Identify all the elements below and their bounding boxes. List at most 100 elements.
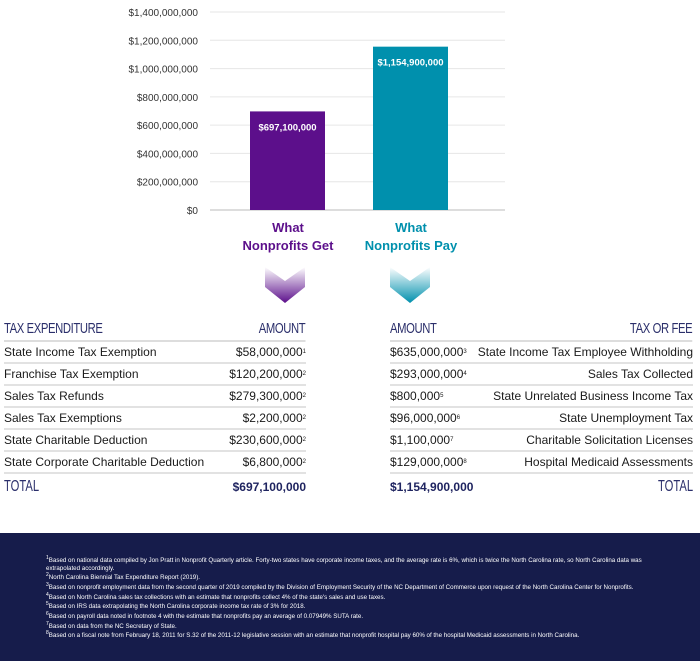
table-row: $800,0005 State Unrelated Business Income… <box>390 386 693 408</box>
table-row: $635,000,0003 State Income Tax Employee W… <box>390 342 693 364</box>
row-name: State Charitable Deduction <box>4 433 148 447</box>
footnote-number: 3 <box>46 581 49 588</box>
row-name: Sales Tax Exemptions <box>4 411 122 425</box>
row-name: Franchise Tax Exemption <box>4 367 139 381</box>
table-row: $293,000,0004 Sales Tax Collected <box>390 364 693 386</box>
table-row: State Charitable Deduction $230,600,0002 <box>4 430 306 452</box>
footnote-ref: 5 <box>440 393 444 399</box>
footnote-number: 1 <box>46 555 49 561</box>
footnote-ref: 2 <box>302 415 306 421</box>
y-tick-label: $1,400,000,000 <box>128 8 198 19</box>
tax-expenditure-table: TAX EXPENDITURE AMOUNT State Income Tax E… <box>4 320 306 498</box>
y-tick-label: $0 <box>187 206 199 217</box>
bar <box>250 111 325 210</box>
footnote-ref: 3 <box>463 349 467 355</box>
footnote-ref: 8 <box>463 459 467 465</box>
footnote: 1Based on national data compiled by Jon … <box>46 555 656 572</box>
footnote-ref: 2 <box>302 459 306 465</box>
amount-value: $635,000,000 <box>390 345 464 359</box>
row-amount: $293,000,0004 <box>390 365 467 383</box>
footnote: 7Based on data from the NC Secretary of … <box>46 621 656 631</box>
footnote-text: North Carolina Biennial Tax Expenditure … <box>48 574 200 582</box>
footnote-ref: 2 <box>302 393 306 399</box>
table-row: Franchise Tax Exemption $120,200,0002 <box>4 364 306 386</box>
header-amount: AMOUNT <box>390 320 437 337</box>
table-row: State Corporate Charitable Deduction $6,8… <box>4 452 306 474</box>
footnote-ref: 6 <box>456 415 461 421</box>
footnote-number: 4 <box>46 591 49 598</box>
footnote: 5Based on IRS data extrapolating the Nor… <box>46 601 656 611</box>
footnote-ref: 4 <box>463 371 467 377</box>
header-tax-expenditure: TAX EXPENDITURE <box>4 320 103 337</box>
header-amount: AMOUNT <box>258 320 306 337</box>
row-amount: $635,000,0003 <box>390 343 467 361</box>
footnote-ref: 2 <box>302 371 306 377</box>
footnote-number: 6 <box>46 610 49 617</box>
amount-value: $1,100,000 <box>390 433 451 447</box>
footnote-text: Based on nonprofit employment data from … <box>48 583 634 591</box>
row-amount: $279,300,0002 <box>229 387 306 405</box>
footnote-number: 8 <box>46 630 49 637</box>
row-amount: $120,200,0002 <box>229 365 306 383</box>
footnote-ref: 1 <box>302 349 306 355</box>
footnote-ref: 7 <box>450 437 454 443</box>
row-name: Sales Tax Refunds <box>4 389 104 403</box>
footnote: 6Based on payroll data noted in footnote… <box>46 611 656 621</box>
y-tick-label: $800,000,000 <box>137 93 199 104</box>
row-amount: $2,200,0002 <box>243 409 306 427</box>
amount-value: $800,000 <box>390 389 441 403</box>
footnotes-panel: 1Based on national data compiled by Jon … <box>0 533 700 661</box>
y-tick-label: $1,000,000,000 <box>128 65 198 76</box>
table-row: $96,000,0006 State Unemployment Tax <box>390 408 693 430</box>
amount-value: $279,300,000 <box>229 389 303 403</box>
total-value: $1,154,900,000 <box>390 480 474 494</box>
footnote-number: 5 <box>46 601 49 608</box>
amount-value: $2,200,000 <box>242 411 303 425</box>
total-row: $1,154,900,000 TOTAL <box>390 476 693 498</box>
footnote-ref: 2 <box>302 437 306 443</box>
chevron-down-icon <box>390 267 430 303</box>
amount-value: $6,800,000 <box>242 455 303 469</box>
table-header: AMOUNT TAX OR FEE <box>390 320 693 342</box>
table-row: $1,100,0007 Charitable Solicitation Licen… <box>390 430 693 452</box>
row-amount: $1,100,0007 <box>390 431 453 449</box>
chevron-down-icon <box>265 267 305 303</box>
footnote-text: Based on payroll data noted in footnote … <box>48 612 364 620</box>
table-header: TAX EXPENDITURE AMOUNT <box>4 320 306 342</box>
footnote-number: 2 <box>46 572 49 579</box>
row-name: State Unemployment Tax <box>559 411 693 425</box>
amount-value: $230,600,000 <box>229 433 303 447</box>
data-label: $697,100,000 <box>258 122 316 133</box>
footnote-text: Based on a fiscal note from February 18,… <box>48 632 580 640</box>
row-name: Charitable Solicitation Licenses <box>526 433 693 447</box>
table-row: Sales Tax Exemptions $2,200,0002 <box>4 408 306 430</box>
data-label: $1,154,900,000 <box>377 58 443 69</box>
bar-chart: $0 $200,000,000 $400,000,000 $600,000,000 $8… <box>128 8 505 217</box>
table-row: Sales Tax Refunds $279,300,0002 <box>4 386 306 408</box>
total-row: TOTAL $697,100,000 <box>4 476 306 498</box>
footnote-text: Based on data from the NC Secretary of S… <box>48 622 177 630</box>
amount-value: $293,000,000 <box>390 367 464 381</box>
row-name: State Income Tax Exemption <box>4 345 157 359</box>
total-label: TOTAL <box>4 478 40 495</box>
footnote: 8Based on a fiscal note from February 18… <box>46 630 656 640</box>
y-tick-label: $600,000,000 <box>137 121 199 132</box>
row-amount: $230,600,0002 <box>229 431 306 449</box>
row-amount: $129,000,0008 <box>390 453 467 471</box>
row-amount: $58,000,0001 <box>236 343 306 361</box>
total-value: $697,100,000 <box>232 480 306 494</box>
amount-value: $129,000,000 <box>390 455 464 469</box>
footnote-text: Based on IRS data extrapolating the Nort… <box>48 603 306 611</box>
bar <box>373 46 448 211</box>
footnote-number: 7 <box>46 620 49 627</box>
taxes-paid-table: AMOUNT TAX OR FEE $635,000,0003 State Inco… <box>390 320 693 498</box>
category-label-get: What Nonprofits Get <box>242 220 334 253</box>
row-name: State Unrelated Business Income Tax <box>493 389 693 403</box>
category-label-pay: What Nonprofits Pay <box>364 220 458 253</box>
footnote-text: Based on North Carolina sales tax collec… <box>48 593 386 601</box>
row-amount: $96,000,0006 <box>390 409 460 427</box>
amount-value: $96,000,000 <box>390 411 457 425</box>
footnote: 3Based on nonprofit employment data from… <box>46 582 656 592</box>
table-row: State Income Tax Exemption $58,000,0001 <box>4 342 306 364</box>
footnote: 2North Carolina Biennial Tax Expenditure… <box>46 572 656 582</box>
